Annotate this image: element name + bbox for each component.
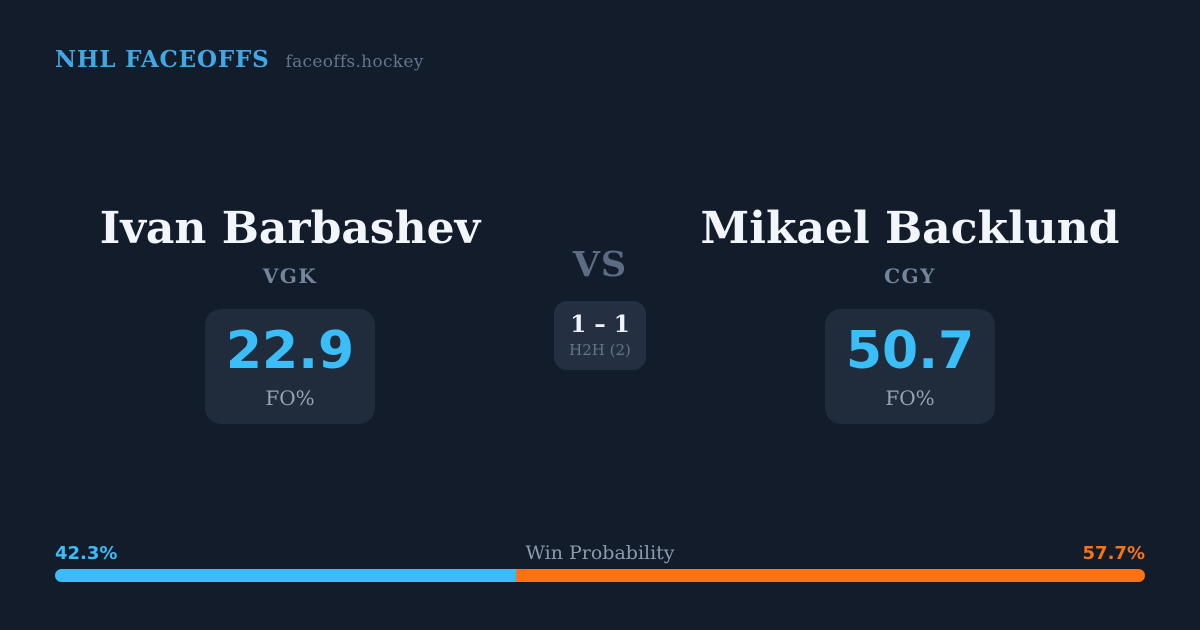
player-right-fo-label: FO% — [885, 386, 935, 411]
player-left-fo-value: 22.9 — [225, 321, 355, 382]
h2h-box: 1 – 1 H2H (2) — [554, 301, 646, 370]
matchup-center: VS 1 – 1 H2H (2) — [525, 205, 675, 370]
player-left-name: Ivan Barbashev — [99, 203, 481, 254]
header: NHL FACEOFFS faceoffs.hockey — [55, 46, 424, 73]
win-bar-left — [55, 569, 517, 582]
win-probability-bar — [55, 569, 1145, 582]
player-right-stat-card: 50.7 FO% — [825, 309, 995, 425]
win-probability-title: Win Probability — [525, 542, 675, 564]
site-tagline: faceoffs.hockey — [285, 52, 424, 72]
player-left-stat-card: 22.9 FO% — [205, 309, 375, 425]
vs-label: VS — [572, 244, 628, 285]
player-right-fo-value: 50.7 — [845, 321, 975, 382]
h2h-record: 1 – 1 — [570, 311, 630, 339]
win-probability-left-pct: 42.3% — [55, 543, 118, 564]
player-left-fo-label: FO% — [265, 386, 315, 411]
win-bar-right — [516, 569, 1145, 582]
win-probability-right-pct: 57.7% — [1082, 543, 1145, 564]
player-left: Ivan Barbashev VGK 22.9 FO% — [55, 203, 525, 425]
player-left-team: VGK — [262, 264, 318, 289]
win-probability-labels: 42.3% Win Probability 57.7% — [55, 542, 1145, 564]
player-right: Mikael Backlund CGY 50.7 FO% — [675, 203, 1145, 425]
brand-title: NHL FACEOFFS — [55, 46, 270, 73]
player-right-name: Mikael Backlund — [700, 203, 1120, 254]
matchup-row: Ivan Barbashev VGK 22.9 FO% VS 1 – 1 H2H… — [0, 203, 1200, 425]
h2h-label: H2H (2) — [569, 340, 631, 359]
player-right-team: CGY — [884, 264, 936, 289]
